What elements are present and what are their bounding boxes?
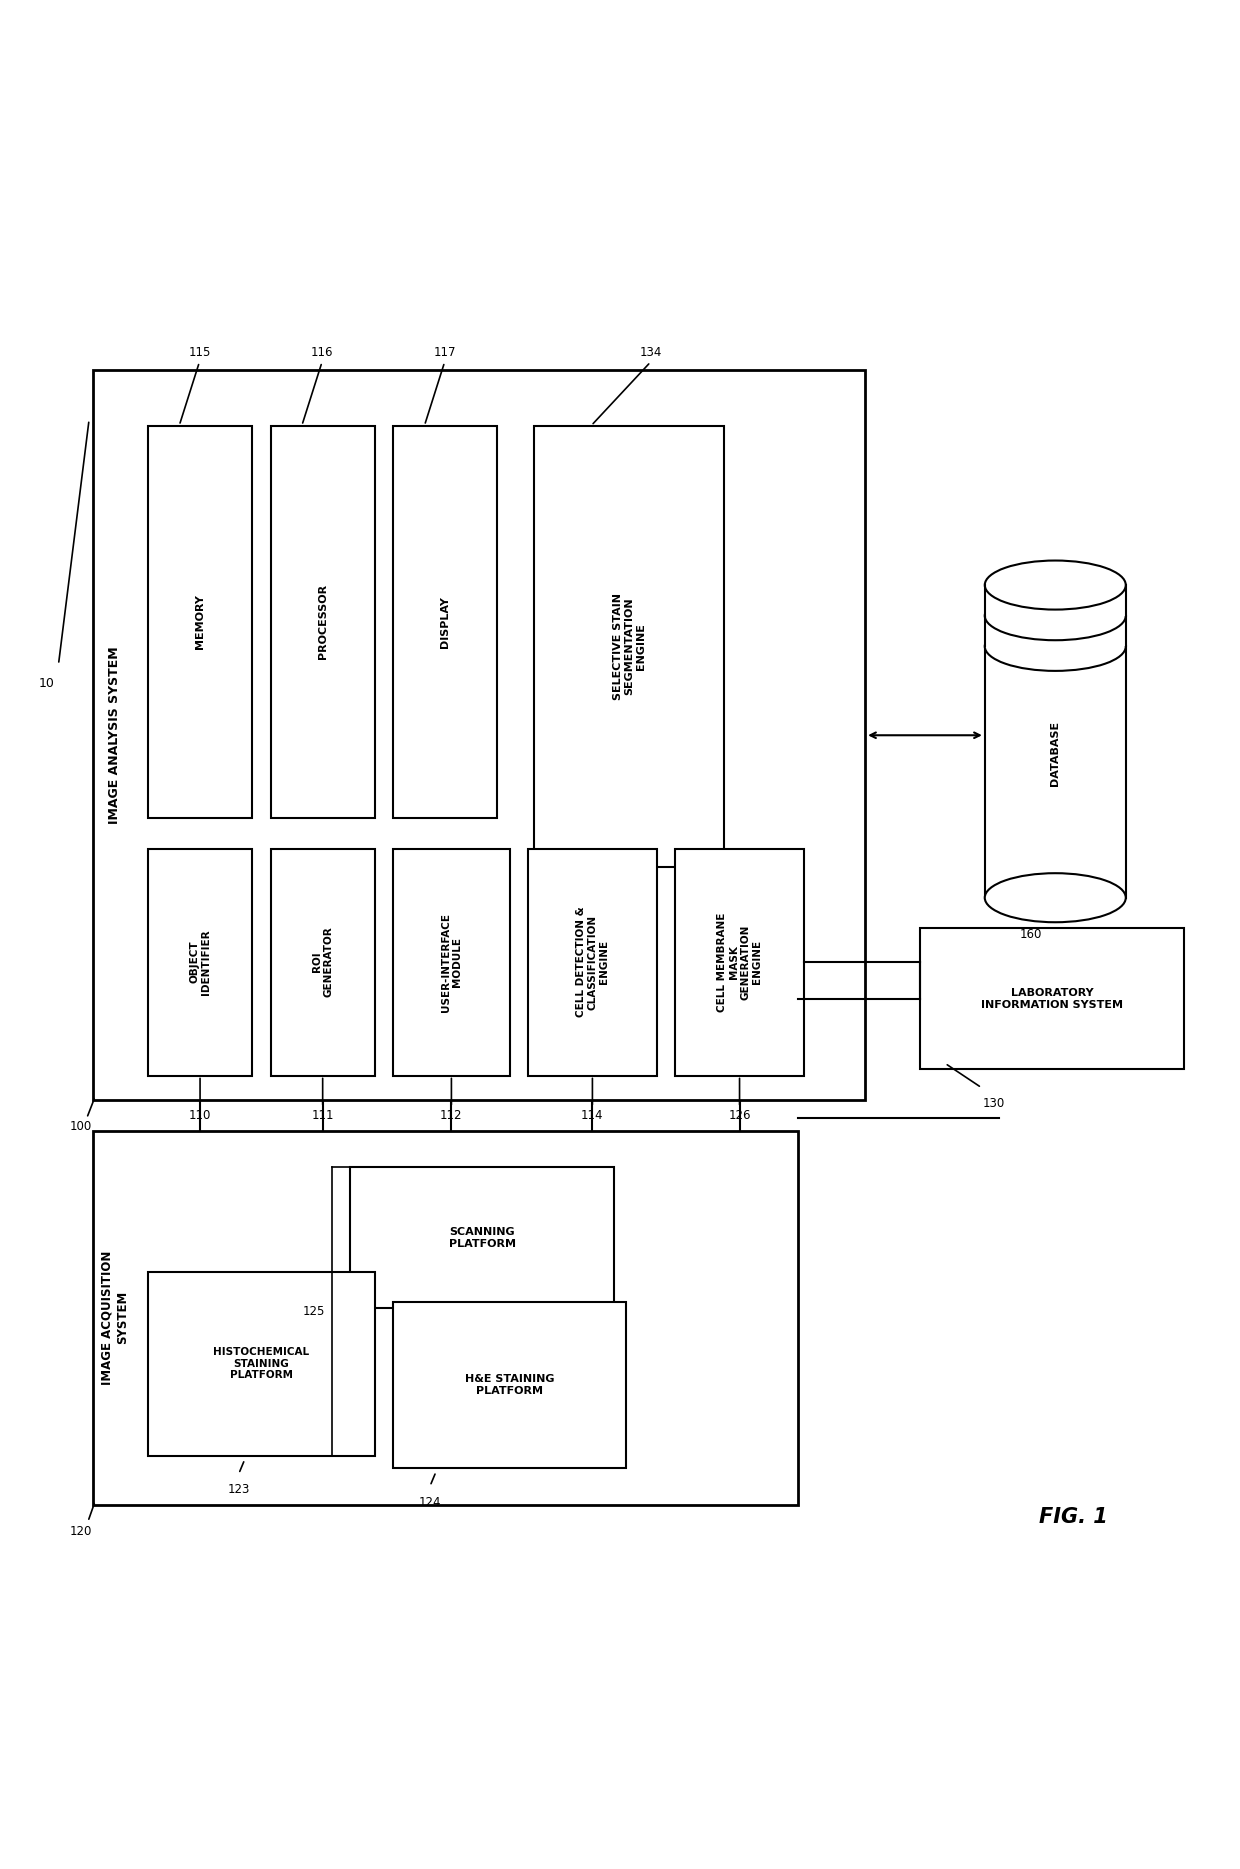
Bar [270,426,374,819]
Ellipse shape [985,561,1126,609]
Text: 160: 160 [1019,929,1042,940]
Bar [350,1168,614,1308]
Text: 115: 115 [188,346,211,359]
Text: 117: 117 [434,346,456,359]
Text: 110: 110 [188,1110,211,1123]
Bar [393,1303,626,1467]
Bar [148,426,252,819]
Bar [93,1131,797,1505]
Text: 111: 111 [311,1110,334,1123]
Text: DATABASE: DATABASE [1050,721,1060,787]
Text: 100: 100 [69,1121,92,1133]
Text: 134: 134 [640,346,662,359]
Text: 123: 123 [227,1484,250,1497]
Text: 124: 124 [419,1495,441,1508]
Text: LABORATORY
INFORMATION SYSTEM: LABORATORY INFORMATION SYSTEM [981,989,1123,1009]
Text: HISTOCHEMICAL
STAINING
PLATFORM: HISTOCHEMICAL STAINING PLATFORM [213,1348,310,1379]
Text: 10: 10 [38,677,55,690]
Text: OBJECT
IDENTIFIER: OBJECT IDENTIFIER [190,929,211,994]
Bar [920,929,1184,1069]
Text: DISPLAY: DISPLAY [440,596,450,649]
Text: MEMORY: MEMORY [195,594,205,649]
Text: 125: 125 [303,1305,325,1318]
Bar [93,370,866,1101]
Bar [393,849,510,1075]
Text: 120: 120 [69,1525,92,1538]
Text: H&E STAINING
PLATFORM: H&E STAINING PLATFORM [465,1374,554,1396]
Bar [985,647,1126,897]
Text: 114: 114 [582,1110,604,1123]
Bar [393,426,497,819]
Text: CELL MEMBRANE
MASK
GENERATION
ENGINE: CELL MEMBRANE MASK GENERATION ENGINE [717,912,761,1011]
Ellipse shape [985,622,1126,671]
Bar [985,615,1126,647]
Text: CELL DETECTION &
CLASSIFICATION
ENGINE: CELL DETECTION & CLASSIFICATION ENGINE [575,906,609,1017]
Text: FIG. 1: FIG. 1 [1039,1506,1109,1527]
Ellipse shape [985,873,1126,921]
Bar [675,849,804,1075]
Text: IMAGE ANALYSIS SYSTEM: IMAGE ANALYSIS SYSTEM [108,647,122,824]
Bar [270,849,374,1075]
Text: 130: 130 [983,1097,1006,1110]
Bar [148,849,252,1075]
Text: PROCESSOR: PROCESSOR [317,585,327,660]
Text: ROI
GENERATOR: ROI GENERATOR [312,927,334,998]
Text: SCANNING
PLATFORM: SCANNING PLATFORM [449,1228,516,1248]
Bar [528,849,657,1075]
Text: SELECTIVE STAIN
SEGMENTATION
ENGINE: SELECTIVE STAIN SEGMENTATION ENGINE [613,592,646,699]
Text: USER-INTERFACE
MODULE: USER-INTERFACE MODULE [440,912,463,1011]
Bar [985,585,1126,615]
Text: 116: 116 [311,346,334,359]
Text: 126: 126 [728,1110,750,1123]
Text: IMAGE ACQUISITION
SYSTEM: IMAGE ACQUISITION SYSTEM [100,1250,129,1385]
Text: 112: 112 [440,1110,463,1123]
Ellipse shape [985,591,1126,641]
Bar [148,1271,374,1456]
Bar [534,426,724,867]
